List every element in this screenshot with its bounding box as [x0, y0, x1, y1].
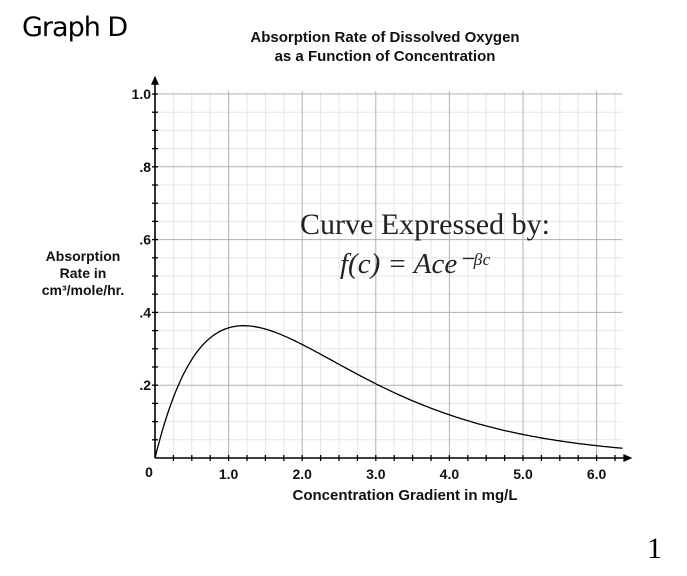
- y-axis-label-line: Absorption: [45, 248, 121, 264]
- x-tick-label: 3.0: [366, 466, 386, 482]
- y-tick-label: 1.0: [132, 86, 152, 102]
- x-tick-label: 6.0: [587, 466, 607, 482]
- y-tick-label: .6: [139, 232, 151, 248]
- y-tick-label: .4: [139, 304, 151, 320]
- chart-title-line: Absorption Rate of Dissolved Oxygen: [250, 29, 520, 46]
- x-axis-label: Concentration Gradient in mg/L: [292, 487, 518, 504]
- chart-title: Absorption Rate of Dissolved Oxygen as a…: [200, 28, 570, 66]
- data-curve: [154, 325, 623, 459]
- y-axis-label: Absorption Rate in cm³/mole/hr.: [28, 248, 138, 299]
- x-tick-label: 2.0: [292, 466, 312, 482]
- graph-heading: Graph D: [22, 12, 128, 43]
- x-axis-arrow-icon: [623, 454, 633, 462]
- y-tick-label: .2: [139, 377, 151, 393]
- chart-title-line: as a Function of Concentration: [274, 48, 496, 65]
- x-tick-label: 0: [145, 464, 153, 480]
- y-axis-arrow-icon: [151, 75, 159, 85]
- y-axis-label-line: cm³/mole/hr.: [41, 282, 125, 298]
- x-tick-label: 5.0: [513, 466, 533, 482]
- y-axis-label-line: Rate in: [59, 265, 107, 281]
- y-tick-label: .8: [139, 159, 151, 175]
- x-tick-label: 1.0: [219, 466, 239, 482]
- page-number: 1: [647, 532, 662, 565]
- x-tick-label: 4.0: [440, 466, 460, 482]
- curve-formula: f(c) = Ace⁻ᵝᶜ: [340, 248, 489, 280]
- curve-annotation-heading: Curve Expressed by:: [300, 208, 550, 241]
